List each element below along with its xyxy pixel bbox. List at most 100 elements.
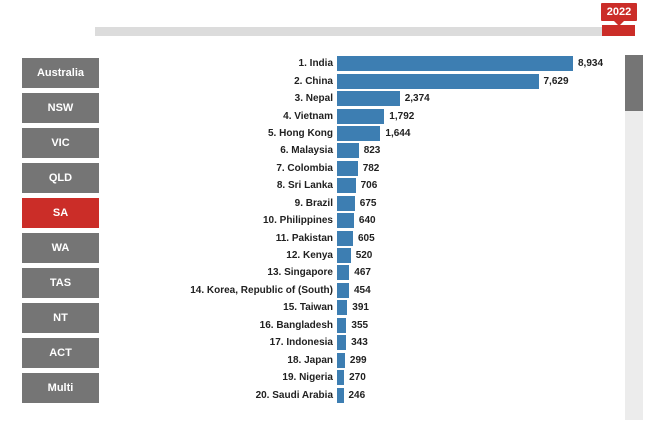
bar-value: 343 — [351, 337, 368, 349]
chart-row: 10. Philippines 640 — [183, 212, 613, 229]
bar-value: 454 — [354, 284, 371, 296]
sidebar-item-tas[interactable]: TAS — [22, 268, 99, 298]
bar-label: 12. Kenya — [286, 250, 333, 262]
bar-label: 14. Korea, Republic of (South) — [190, 284, 333, 296]
bar-label: 7. Colombia — [276, 162, 333, 174]
bar[interactable] — [337, 73, 539, 89]
bar[interactable] — [337, 230, 353, 246]
sidebar-item-act[interactable]: ACT — [22, 338, 99, 368]
bar[interactable] — [337, 178, 356, 194]
bar[interactable] — [337, 160, 358, 176]
chart-row: 16. Bangladesh 355 — [183, 317, 613, 334]
year-slider-thumb[interactable] — [602, 25, 635, 36]
bar-value: 2,374 — [404, 93, 430, 105]
chart-row: 18. Japan 299 — [183, 351, 613, 368]
bar-label: 2. China — [294, 75, 333, 87]
bar-label: 10. Philippines — [262, 215, 333, 227]
sidebar-item-australia[interactable]: Australia — [22, 58, 99, 88]
chart-row: 7. Colombia 782 — [183, 160, 613, 177]
sidebar-item-qld[interactable]: QLD — [22, 163, 99, 193]
chart-row: 8. Sri Lanka 706 — [183, 177, 613, 194]
bar[interactable] — [337, 143, 359, 159]
bar[interactable] — [337, 195, 355, 211]
bar-label: 11. Pakistan — [275, 232, 333, 244]
bar-label: 16. Bangladesh — [259, 319, 333, 331]
sidebar-item-nsw[interactable]: NSW — [22, 93, 99, 123]
bar[interactable] — [337, 352, 345, 368]
chart-row: 13. Singapore 467 — [183, 264, 613, 281]
bar-label: 13. Singapore — [267, 267, 333, 279]
bar-value: 8,934 — [578, 58, 604, 70]
bar-value: 467 — [354, 267, 371, 279]
bar-chart: 1. India 8,934 2. China 7,629 3. Nepal 2,374 4… — [183, 55, 613, 404]
bar-value: 270 — [349, 372, 366, 384]
sidebar-item-multi[interactable]: Multi — [22, 373, 99, 403]
bar-label: 5. Hong Kong — [268, 127, 333, 139]
bar-label: 6. Malaysia — [280, 145, 333, 157]
bar-value: 605 — [358, 232, 375, 244]
year-badge-label: 2022 — [606, 6, 632, 18]
bar[interactable] — [337, 370, 345, 386]
bar-value: 246 — [348, 389, 366, 401]
bar-value: 299 — [349, 354, 367, 366]
sidebar-item-sa[interactable]: SA — [22, 198, 99, 228]
bar[interactable] — [337, 282, 349, 298]
chart-row: 11. Pakistan 605 — [183, 229, 613, 246]
chart-row: 20. Saudi Arabia 246 — [183, 386, 613, 403]
chart-row: 4. Vietnam 1,792 — [183, 107, 613, 124]
bar-label: 4. Vietnam — [283, 110, 333, 122]
chart-row: 1. India 8,934 — [183, 55, 613, 72]
bar[interactable] — [337, 213, 354, 229]
bar-label: 1. India — [298, 58, 333, 70]
year-slider-track[interactable] — [95, 27, 622, 36]
bar[interactable] — [337, 300, 348, 316]
chart-row: 6. Malaysia 823 — [183, 142, 613, 159]
bar[interactable] — [337, 265, 350, 281]
sidebar-item-wa[interactable]: WA — [22, 233, 99, 263]
bar[interactable] — [337, 248, 351, 264]
bar-value: 640 — [358, 215, 376, 227]
year-badge-pointer-icon — [614, 21, 624, 26]
region-sidebar: Australia NSW VIC QLD SA WA TAS NT ACT Multi — [22, 58, 99, 403]
bar-label: 3. Nepal — [294, 93, 333, 105]
bar-value: 7,629 — [543, 75, 569, 87]
bar-label: 9. Brazil — [294, 197, 333, 209]
bar-label: 17. Indonesia — [269, 337, 333, 349]
bar-label: 20. Saudi Arabia — [255, 389, 333, 401]
bar-value: 391 — [352, 302, 369, 314]
chart-row: 15. Taiwan 391 — [183, 299, 613, 316]
bar-label: 15. Taiwan — [283, 302, 333, 314]
bar-value: 1,644 — [385, 127, 411, 139]
bar-value: 675 — [359, 197, 377, 209]
chart-row: 3. Nepal 2,374 — [183, 90, 613, 107]
chart-row: 17. Indonesia 343 — [183, 334, 613, 351]
bar-value: 823 — [363, 145, 381, 157]
bar[interactable] — [337, 317, 347, 333]
chart-row: 12. Kenya 520 — [183, 247, 613, 264]
chart-row: 19. Nigeria 270 — [183, 369, 613, 386]
bar-value: 1,792 — [389, 110, 415, 122]
bar-value: 782 — [362, 162, 380, 174]
chart-row: 14. Korea, Republic of (South) 454 — [183, 282, 613, 299]
bar-label: 8. Sri Lanka — [276, 180, 333, 192]
bar-label: 19. Nigeria — [282, 372, 333, 384]
bar[interactable] — [337, 335, 347, 351]
chart-row: 5. Hong Kong 1,644 — [183, 125, 613, 142]
bar-label: 18. Japan — [287, 354, 333, 366]
chart-row: 9. Brazil 675 — [183, 195, 613, 212]
bar[interactable] — [337, 56, 573, 72]
sidebar-item-vic[interactable]: VIC — [22, 128, 99, 158]
bar[interactable] — [337, 125, 381, 141]
chart-scrollbar[interactable] — [625, 55, 643, 420]
bar-value: 355 — [351, 319, 369, 331]
chart-row: 2. China 7,629 — [183, 72, 613, 89]
bar-value: 520 — [355, 250, 373, 262]
scrollbar-thumb[interactable] — [625, 55, 643, 111]
bar[interactable] — [337, 91, 400, 107]
bar-value: 706 — [360, 180, 378, 192]
bar[interactable] — [337, 108, 385, 124]
year-badge: 2022 — [601, 3, 637, 21]
bar[interactable] — [337, 387, 344, 403]
sidebar-item-nt[interactable]: NT — [22, 303, 99, 333]
